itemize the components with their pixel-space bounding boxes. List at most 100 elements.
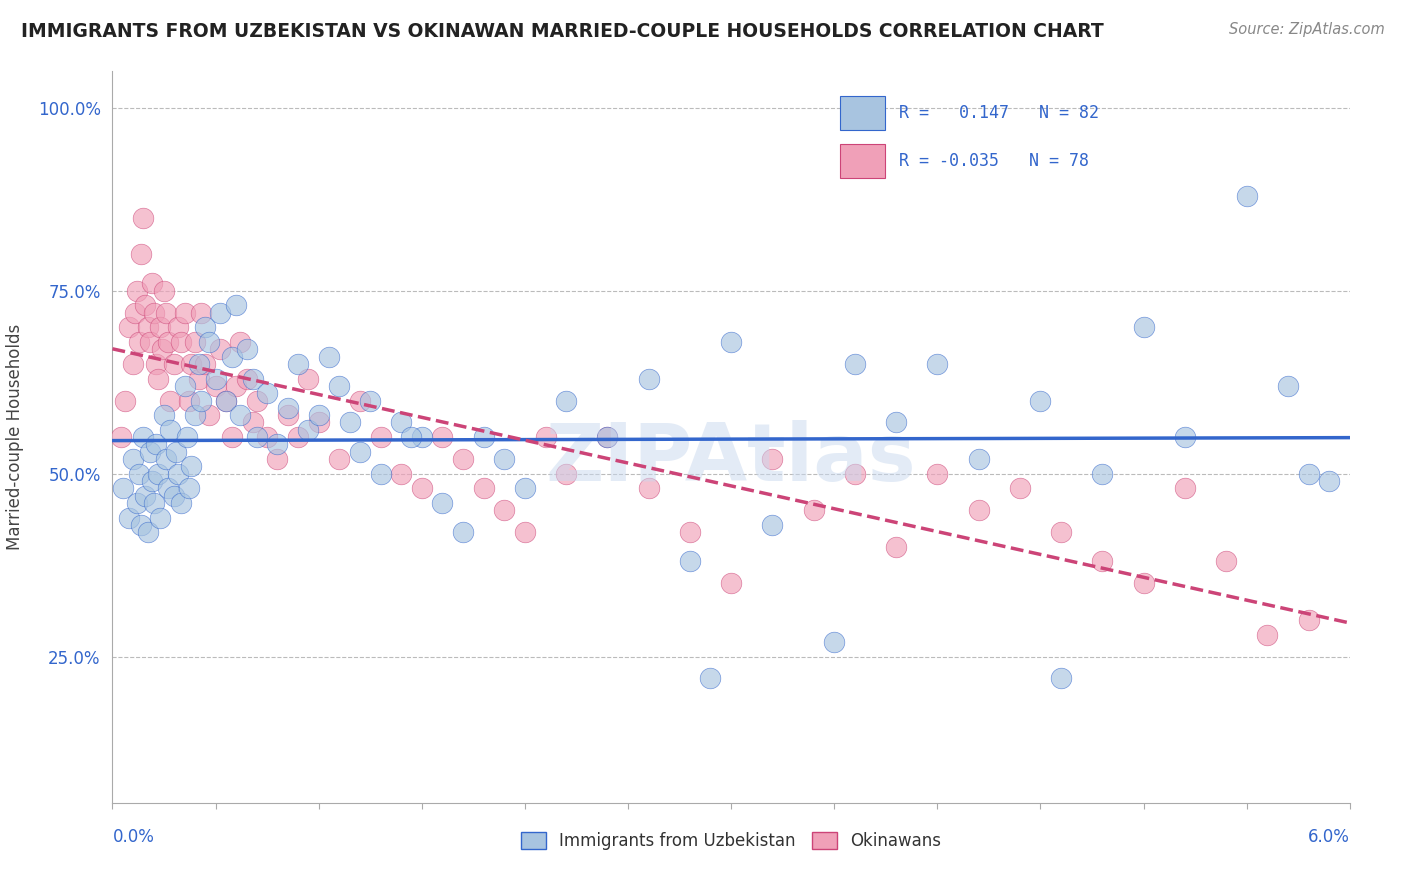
Point <box>596 430 619 444</box>
Point <box>159 393 181 408</box>
Point <box>308 416 330 430</box>
Point <box>884 416 907 430</box>
Point <box>256 386 278 401</box>
Point <box>157 334 180 349</box>
Point <box>246 430 269 444</box>
Point <box>1091 554 1114 568</box>
Point <box>844 467 866 481</box>
Point <box>328 379 350 393</box>
Point <box>349 393 371 408</box>
Point <box>208 306 231 320</box>
Point <box>318 350 340 364</box>
Point <box>277 401 299 415</box>
Point <box>679 554 702 568</box>
Point <box>114 393 136 408</box>
Point <box>411 481 433 495</box>
Point <box>699 672 721 686</box>
Point <box>1256 627 1278 641</box>
Point <box>1050 525 1073 540</box>
Point <box>389 467 412 481</box>
Point <box>134 298 156 312</box>
Point <box>146 467 169 481</box>
Point <box>235 343 257 357</box>
Point <box>370 467 392 481</box>
Point <box>180 459 202 474</box>
Point <box>180 357 202 371</box>
Point <box>149 320 172 334</box>
Point <box>359 393 381 408</box>
Point <box>142 496 165 510</box>
Point <box>111 481 134 495</box>
Point <box>184 334 207 349</box>
Point <box>1132 320 1154 334</box>
Point <box>1298 467 1320 481</box>
Point <box>177 481 200 495</box>
Point <box>194 357 217 371</box>
Point <box>118 510 141 524</box>
Point <box>177 393 200 408</box>
Point <box>110 430 132 444</box>
Point <box>122 452 145 467</box>
Point <box>188 357 211 371</box>
Point <box>118 320 141 334</box>
Point <box>637 371 659 385</box>
Point <box>884 540 907 554</box>
Point <box>145 437 167 451</box>
Point <box>1008 481 1031 495</box>
Point <box>1050 672 1073 686</box>
Point <box>679 525 702 540</box>
Point <box>138 444 160 458</box>
Point <box>169 334 191 349</box>
Point <box>1029 393 1052 408</box>
Point <box>1215 554 1237 568</box>
Point <box>136 525 159 540</box>
Text: 6.0%: 6.0% <box>1308 828 1350 846</box>
Point <box>194 320 217 334</box>
Point <box>803 503 825 517</box>
Point <box>823 635 845 649</box>
Point <box>266 437 288 451</box>
Point <box>246 393 269 408</box>
Point <box>163 357 186 371</box>
Point <box>132 211 155 225</box>
Point <box>596 430 619 444</box>
Point <box>124 306 146 320</box>
Point <box>287 357 309 371</box>
Point <box>761 452 783 467</box>
Point <box>134 489 156 503</box>
Point <box>534 430 557 444</box>
Point <box>235 371 257 385</box>
Point <box>1174 430 1197 444</box>
Point <box>1298 613 1320 627</box>
Point <box>153 408 176 422</box>
Point <box>967 452 990 467</box>
Point <box>927 467 949 481</box>
Point <box>297 371 319 385</box>
Point <box>277 408 299 422</box>
Point <box>451 525 474 540</box>
Point <box>225 298 247 312</box>
Point <box>1317 474 1340 488</box>
Point <box>967 503 990 517</box>
Point <box>1236 188 1258 202</box>
Point <box>146 371 169 385</box>
Point <box>432 496 454 510</box>
Point <box>513 481 536 495</box>
Point <box>328 452 350 467</box>
Point <box>637 481 659 495</box>
Point <box>155 306 177 320</box>
Point <box>1132 576 1154 591</box>
Point <box>157 481 180 495</box>
Point <box>159 423 181 437</box>
Point <box>389 416 412 430</box>
Point <box>173 379 195 393</box>
Text: ZIPAtlas: ZIPAtlas <box>546 420 917 498</box>
Point <box>720 334 742 349</box>
Point <box>761 517 783 532</box>
Point <box>136 320 159 334</box>
Y-axis label: Married-couple Households: Married-couple Households <box>6 324 24 550</box>
Point <box>720 576 742 591</box>
Point <box>131 517 153 532</box>
Point <box>204 379 226 393</box>
Point <box>494 503 516 517</box>
